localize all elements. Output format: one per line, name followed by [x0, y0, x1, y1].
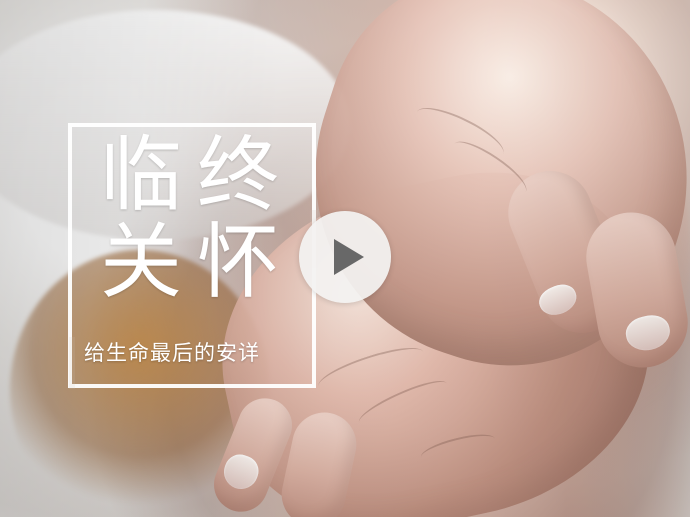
play-icon [334, 239, 364, 275]
headline-line-1: 临终 [100, 128, 295, 223]
headline: 临终 关怀 [100, 135, 290, 304]
subtitle: 给生命最后的安详 [84, 341, 260, 365]
play-button[interactable] [299, 211, 391, 303]
headline-line-2: 关怀 [100, 215, 295, 310]
frame-gap [69, 337, 75, 389]
